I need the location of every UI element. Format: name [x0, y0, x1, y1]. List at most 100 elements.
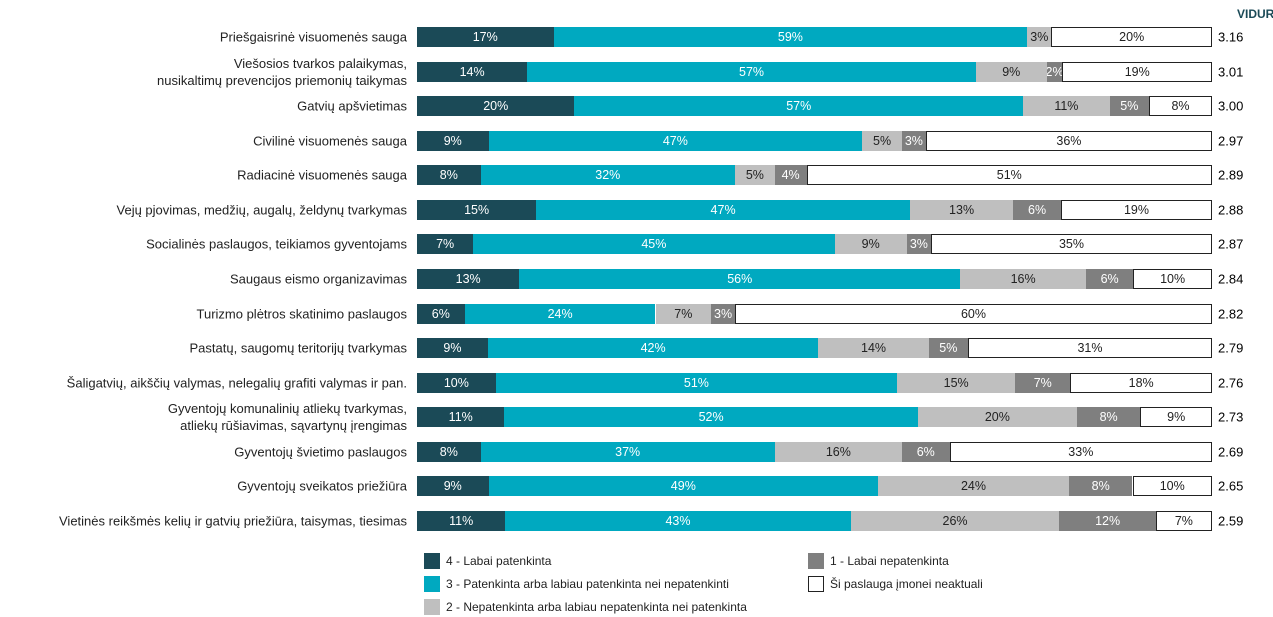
value-label: 15%: [464, 202, 490, 217]
bar-segment: 9%: [975, 61, 1047, 82]
bar-segment: 6%: [417, 303, 465, 324]
category-label: Šaligatvių, aikščių valymas, nelegalių g…: [66, 375, 407, 391]
value-label: 8%: [439, 168, 458, 183]
value-label: 24%: [960, 479, 986, 494]
average-value: 2.79: [1218, 340, 1244, 356]
value-label: 4%: [781, 168, 800, 183]
bar-segment: 7%: [1015, 372, 1071, 393]
value-label: 49%: [670, 479, 696, 494]
bar-segment: 19%: [1060, 199, 1212, 220]
legend-label: 2 - Nepatenkinta arba labiau nepatenkint…: [446, 600, 747, 614]
category-label: Gyventojų sveikatos priežiūra: [237, 478, 407, 494]
value-label: 19%: [1124, 64, 1150, 79]
bar-segment: 8%: [417, 441, 481, 462]
value-label: 6%: [431, 306, 450, 321]
bar-segment: 3%: [906, 234, 931, 255]
value-label: 20%: [483, 99, 509, 114]
bar-segment: 14%: [818, 338, 929, 359]
value-label: 10%: [1159, 479, 1185, 494]
bar-segment: 49%: [488, 476, 879, 497]
value-label: 9%: [443, 341, 462, 356]
category-label: Viešosios tvarkos palaikymas, nusikaltim…: [157, 55, 407, 88]
bar-segment: 10%: [417, 372, 496, 393]
average-header: VIDURKIS: [1237, 7, 1273, 21]
bar-segment: 8%: [1076, 407, 1141, 428]
category-label: Gyventojų komunalinių atliekų tvarkymas,…: [167, 401, 407, 434]
bar-segment: 12%: [1059, 510, 1156, 531]
legend-swatch: [808, 576, 824, 592]
value-label: 56%: [727, 271, 753, 286]
legend-label: 4 - Labai patenkinta: [446, 554, 552, 568]
category-label: Turizmo plėtros skatinimo paslaugos: [196, 306, 408, 322]
value-label: 3%: [1030, 30, 1049, 44]
value-label: 5%: [939, 341, 958, 356]
bar-segment: 8%: [417, 165, 481, 186]
bar-segment: 24%: [878, 476, 1069, 497]
value-label: 5%: [745, 168, 764, 183]
bar-segment: 18%: [1070, 372, 1212, 393]
value-label: 33%: [1068, 444, 1094, 459]
value-label: 47%: [710, 202, 736, 217]
value-label: 42%: [640, 341, 666, 356]
value-label: 11%: [1054, 99, 1079, 114]
value-label: 6%: [1028, 202, 1047, 217]
bar-segment: 45%: [473, 234, 835, 255]
value-label: 11%: [448, 410, 473, 425]
bar-segment: 52%: [504, 407, 918, 428]
value-label: 8%: [439, 444, 458, 459]
value-label: 9%: [1002, 64, 1021, 79]
bar-segment: 5%: [928, 338, 968, 359]
value-label: 24%: [547, 306, 573, 321]
value-label: 9%: [1167, 410, 1186, 425]
bar-segment: 16%: [774, 441, 902, 462]
value-label: 14%: [861, 341, 887, 356]
bar-segment: 57%: [574, 96, 1024, 117]
bar-segment: 6%: [901, 441, 950, 462]
average-value: 2.97: [1218, 133, 1244, 149]
value-label: 17%: [472, 30, 498, 44]
value-label: 18%: [1128, 375, 1154, 390]
category-label: Saugaus eismo organizavimas: [229, 271, 407, 287]
category-label: Vietinės reikšmės kelių ir gatvių prieži…: [59, 513, 407, 529]
bar-segment: 26%: [850, 510, 1060, 531]
value-label: 52%: [698, 410, 724, 425]
value-label: 59%: [777, 30, 803, 44]
bar-segment: 13%: [417, 268, 520, 289]
average-value: 3.01: [1218, 64, 1244, 80]
average-value: 3.00: [1218, 98, 1244, 114]
legend-swatch: [424, 599, 440, 615]
value-label: 16%: [825, 444, 851, 459]
value-label: 8%: [1171, 99, 1190, 114]
bar-segment: 5%: [735, 165, 775, 186]
bar-segment: 32%: [480, 165, 735, 186]
value-label: 43%: [665, 513, 691, 528]
value-label: 3%: [904, 133, 923, 148]
value-label: 12%: [1095, 513, 1121, 528]
bar-segment: 51%: [806, 165, 1212, 186]
legend-swatch: [424, 576, 440, 592]
bar-segment: 3%: [901, 130, 926, 151]
value-label: 45%: [641, 237, 667, 252]
value-label: 10%: [443, 375, 469, 390]
bar-segment: 7%: [417, 234, 474, 255]
average-value: 2.73: [1218, 409, 1244, 425]
bar-segment: 20%: [417, 96, 575, 117]
value-label: 19%: [1123, 202, 1149, 217]
bar-segment: 4%: [774, 165, 807, 186]
average-value: 2.88: [1218, 202, 1244, 218]
bar-segment: 9%: [1140, 407, 1212, 428]
bar-segment: 8%: [1068, 476, 1133, 497]
bar-segment: 7%: [1155, 510, 1212, 531]
bar-segment: 20%: [917, 407, 1077, 428]
value-label: 9%: [861, 237, 880, 252]
average-value: 2.76: [1218, 375, 1244, 391]
bar-segment: 56%: [519, 268, 961, 289]
bar-segment: 35%: [930, 234, 1212, 255]
bar-segment: 3%: [1027, 27, 1052, 47]
bar-segment: 60%: [735, 303, 1212, 324]
value-label: 7%: [674, 306, 693, 321]
bar-segment: 43%: [505, 510, 851, 531]
bar-segment: 33%: [949, 441, 1212, 462]
value-label: 36%: [1056, 133, 1082, 148]
bar-segment: 16%: [960, 268, 1087, 289]
